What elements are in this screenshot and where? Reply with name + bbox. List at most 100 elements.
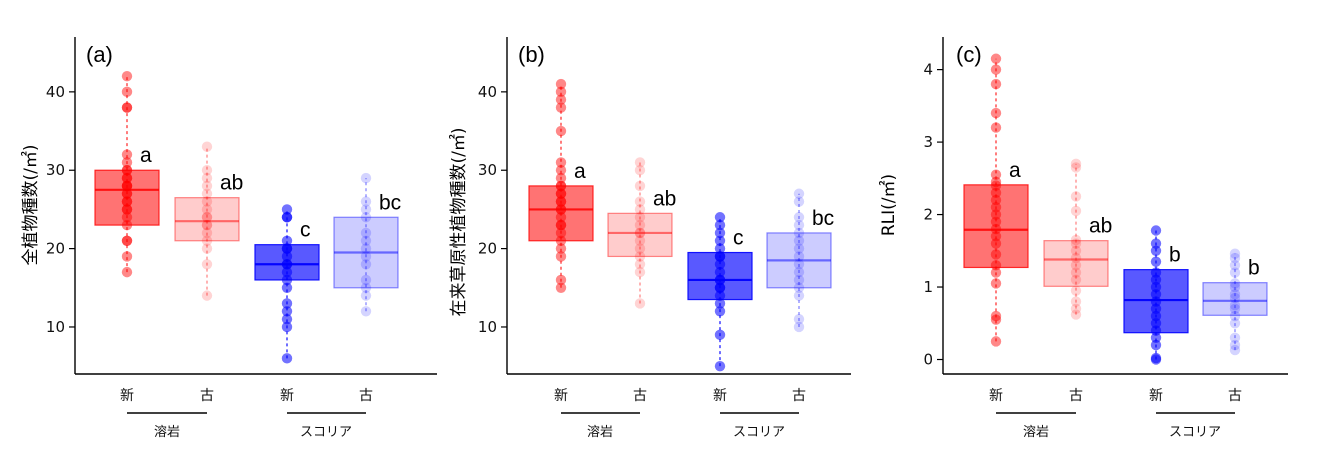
data-point — [1070, 252, 1082, 264]
data-point — [1150, 352, 1162, 364]
box-group: a — [963, 53, 1029, 347]
data-point — [555, 102, 567, 113]
y-tick-label: 4 — [923, 61, 933, 79]
data-point — [1150, 245, 1162, 256]
data-point — [1070, 162, 1082, 173]
data-point — [634, 219, 646, 231]
category-label: 古 — [1069, 388, 1083, 404]
group-label: スコリア — [300, 425, 352, 440]
significance-label: ab — [220, 172, 243, 195]
y-tick-label: 30 — [46, 161, 65, 179]
y-tick-label: 3 — [923, 133, 933, 151]
data-point — [1150, 225, 1162, 236]
data-point — [990, 53, 1002, 64]
data-point — [1150, 325, 1162, 336]
significance-label: bc — [379, 191, 401, 214]
data-point — [1150, 289, 1162, 300]
data-point — [714, 298, 726, 309]
data-point — [555, 204, 567, 215]
data-point — [1070, 191, 1082, 202]
data-point — [555, 251, 567, 262]
data-point — [1229, 252, 1241, 264]
box-plots: a ab c bc — [94, 70, 401, 364]
data-point — [714, 274, 726, 286]
data-point — [121, 165, 133, 176]
category-label: 古 — [633, 388, 647, 404]
box-group: ab — [1043, 158, 1112, 320]
data-point — [990, 267, 1002, 278]
data-point — [201, 204, 213, 215]
data-point — [360, 259, 372, 270]
data-point — [281, 282, 293, 293]
data-point — [634, 243, 646, 254]
data-point — [1229, 260, 1241, 271]
data-point — [201, 165, 213, 176]
data-point — [201, 235, 213, 246]
data-point — [201, 141, 213, 152]
box-group: c — [687, 212, 753, 372]
y-tick-label: 1 — [923, 278, 933, 296]
data-point — [201, 212, 213, 223]
category-label: 新 — [554, 388, 568, 404]
data-point — [990, 122, 1002, 133]
group-label: 溶岩 — [587, 425, 613, 440]
data-point — [634, 227, 646, 239]
data-point — [555, 180, 567, 192]
data-point — [1150, 281, 1162, 293]
data-point — [634, 235, 646, 246]
data-point — [990, 336, 1002, 347]
category-label: 古 — [200, 388, 214, 404]
data-point — [121, 180, 133, 192]
data-point — [1229, 278, 1241, 289]
data-point — [1070, 309, 1082, 320]
data-point — [714, 259, 726, 270]
data-point — [281, 274, 293, 286]
y-tick-label: 10 — [478, 318, 497, 336]
significance-label: a — [574, 160, 586, 183]
data-point — [555, 188, 567, 199]
data-point — [1070, 303, 1082, 314]
data-point — [990, 249, 1002, 260]
data-point — [281, 298, 293, 309]
box — [174, 197, 240, 242]
data-point — [793, 227, 805, 239]
data-point — [793, 212, 805, 223]
data-point — [360, 227, 372, 239]
data-point — [201, 290, 213, 301]
data-point — [1229, 344, 1241, 356]
data-point — [1229, 303, 1241, 314]
box-plots: a ab c bc — [528, 78, 834, 372]
data-point — [121, 157, 133, 168]
data-point — [281, 266, 293, 278]
y-axis-label: RLI(/㎡) — [879, 174, 899, 236]
data-point — [281, 243, 293, 254]
data-point — [793, 243, 805, 254]
data-point — [990, 209, 1002, 220]
data-point — [201, 227, 213, 239]
data-point — [990, 169, 1002, 180]
data-point — [121, 196, 133, 207]
data-point — [990, 231, 1002, 242]
data-point — [281, 212, 293, 223]
data-point — [793, 274, 805, 286]
data-point — [360, 251, 372, 262]
data-point — [793, 282, 805, 293]
significance-label: ab — [653, 187, 676, 210]
data-point — [990, 64, 1002, 75]
data-point — [360, 274, 372, 286]
category-label: 新 — [280, 388, 294, 404]
significance-label: ab — [1089, 215, 1112, 238]
data-point — [121, 188, 133, 199]
data-point — [555, 227, 567, 239]
data-point — [1229, 292, 1241, 304]
data-point — [634, 227, 646, 239]
box — [94, 169, 160, 226]
y-tick-label: 2 — [923, 206, 933, 224]
y-tick-label: 10 — [46, 318, 65, 336]
data-point — [990, 187, 1002, 199]
data-point — [714, 360, 726, 372]
data-point — [121, 266, 133, 278]
data-point — [1229, 318, 1241, 329]
data-point — [634, 165, 646, 176]
